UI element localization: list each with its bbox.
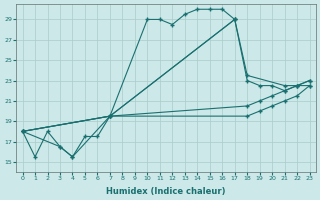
X-axis label: Humidex (Indice chaleur): Humidex (Indice chaleur) bbox=[106, 187, 226, 196]
